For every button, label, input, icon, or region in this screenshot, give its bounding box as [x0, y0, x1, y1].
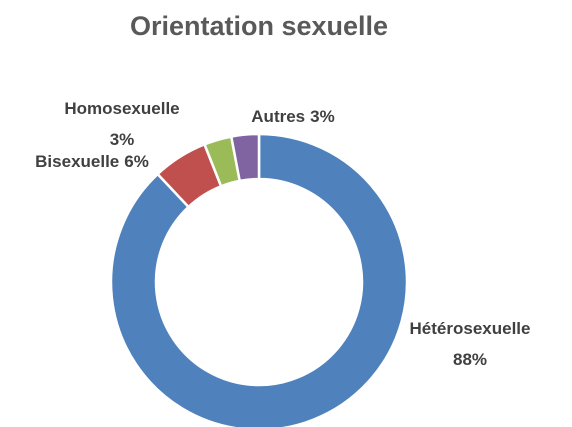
- data-label: Homosexuelle 3%: [64, 99, 179, 149]
- label-category: Bisexuelle: [35, 152, 119, 171]
- label-value: 6%: [124, 152, 149, 171]
- label-value: 3%: [310, 107, 335, 126]
- label-category: Homosexuelle: [64, 99, 179, 118]
- data-label: Bisexuelle 6%: [35, 152, 149, 171]
- chart-title: Orientation sexuelle: [130, 11, 388, 41]
- data-label: Autres 3%: [251, 107, 334, 126]
- data-label: Hétérosexuelle 88%: [410, 319, 531, 369]
- label-category: Hétérosexuelle: [410, 319, 531, 338]
- label-category: Autres: [251, 107, 305, 126]
- label-value: 3%: [110, 130, 135, 149]
- label-value: 88%: [453, 350, 487, 369]
- donut-slice: [229, 132, 261, 183]
- donut-slice: [109, 132, 409, 427]
